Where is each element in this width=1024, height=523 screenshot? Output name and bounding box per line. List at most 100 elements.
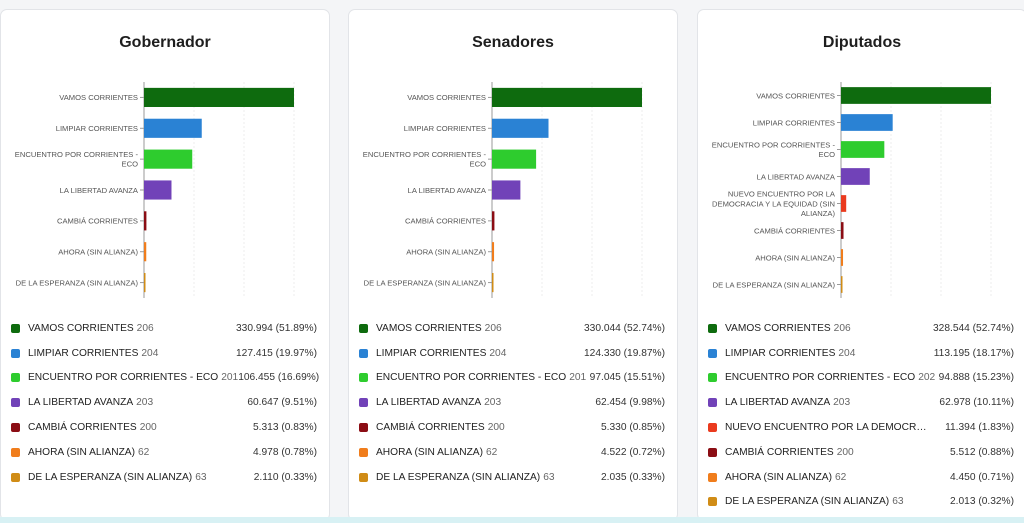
legend-item[interactable]: AHORA (SIN ALIANZA) 62 4.522 (0.72%) xyxy=(359,440,665,465)
bottom-strip xyxy=(0,517,1024,523)
legend-party-name: ENCUENTRO POR CORRIENTES - ECO xyxy=(28,372,219,384)
legend-party-name: DE LA ESPERANZA (SIN ALIANZA) xyxy=(725,496,890,508)
legend-party-name: LA LIBERTAD AVANZA xyxy=(725,397,831,409)
category-label-line: LIMPIAR CORRIENTES xyxy=(404,124,486,133)
legend-vote-value: 328.544 (52.74%) xyxy=(933,322,1014,334)
legend-item[interactable]: LA LIBERTAD AVANZA 203 62.978 (10.11%) xyxy=(708,390,1014,415)
bar xyxy=(492,180,521,200)
legend-swatch xyxy=(359,423,368,433)
category-label: AHORA (SIN ALIANZA) xyxy=(406,248,486,257)
chart-title: Diputados xyxy=(822,34,902,51)
category-label-line: LA LIBERTAD AVANZA xyxy=(60,186,139,195)
legend-swatch xyxy=(708,497,717,507)
bar xyxy=(144,87,294,107)
legend-vote-value: 2.013 (0.32%) xyxy=(950,496,1014,508)
legend-party-name: VAMOS CORRIENTES xyxy=(376,322,482,334)
bar xyxy=(492,273,494,293)
bar xyxy=(492,118,549,138)
legend-list-number: 203 xyxy=(833,397,851,409)
legend-item[interactable]: CAMBIÁ CORRIENTES 200 5.313 (0.83%) xyxy=(11,415,317,440)
legend-item[interactable]: LA LIBERTAD AVANZA 203 62.454 (9.98%) xyxy=(359,390,665,415)
legend-party-name: CAMBIÁ CORRIENTES xyxy=(28,422,137,434)
legend-vote-value: 2.110 (0.33%) xyxy=(253,471,317,483)
legend-item[interactable]: DE LA ESPERANZA (SIN ALIANZA) 63 2.110 (0.… xyxy=(11,465,317,490)
legend-item[interactable]: AHORA (SIN ALIANZA) 62 4.978 (0.78%) xyxy=(11,440,317,465)
legend-vote-value: 5.313 (0.83%) xyxy=(253,422,317,434)
category-label: AHORA (SIN ALIANZA) xyxy=(755,253,835,262)
category-label: DE LA ESPERANZA (SIN ALIANZA) xyxy=(16,278,139,287)
legend-item[interactable]: VAMOS CORRIENTES 206 330.994 (51.89%) xyxy=(11,316,317,341)
legend-swatch xyxy=(708,373,717,383)
legend-senadores: VAMOS CORRIENTES 206 330.044 (52.74%) LIMPI… xyxy=(359,316,665,490)
category-label: NUEVO ENCUENTRO POR LA DEMOCRACIA Y LA EQ… xyxy=(712,190,836,218)
legend-item[interactable]: LIMPIAR CORRIENTES 204 124.330 (19.87%) xyxy=(359,341,665,366)
legend-vote-value: 5.330 (0.85%) xyxy=(601,422,665,434)
legend-gobernador: VAMOS CORRIENTES 206 330.994 (51.89%) LIMPI… xyxy=(11,316,319,490)
legend-item[interactable]: LA LIBERTAD AVANZA 203 60.647 (9.51%) xyxy=(11,390,317,415)
legend-item[interactable]: LIMPIAR CORRIENTES 204 127.415 (19.97%) xyxy=(11,341,317,366)
category-label: VAMOS CORRIENTES xyxy=(756,91,835,100)
legend-party-name: AHORA (SIN ALIANZA) xyxy=(28,446,135,458)
legend-vote-value: 330.994 (51.89%) xyxy=(236,322,317,334)
legend-item[interactable]: AHORA (SIN ALIANZA) 62 4.450 (0.71%) xyxy=(708,465,1014,490)
legend-list-number: 204 xyxy=(141,347,159,359)
legend-item[interactable]: LIMPIAR CORRIENTES 204 113.195 (18.17%) xyxy=(708,341,1014,366)
legend-item[interactable]: DE LA ESPERANZA (SIN ALIANZA) 63 2.013 (0.… xyxy=(708,490,1014,515)
legend-swatch xyxy=(359,373,368,383)
category-label: DE LA ESPERANZA (SIN ALIANZA) xyxy=(713,280,836,289)
legend-swatch xyxy=(708,398,717,408)
legend-list-number: 206 xyxy=(833,322,851,334)
legend-party-name: DE LA ESPERANZA (SIN ALIANZA) xyxy=(376,471,541,483)
category-label: LIMPIAR CORRIENTES xyxy=(404,124,486,133)
legend-list-number: 206 xyxy=(484,322,502,334)
legend-party-name: CAMBIÁ CORRIENTES xyxy=(376,422,485,434)
category-label: LA LIBERTAD AVANZA xyxy=(408,186,487,195)
legend-list-number: 200 xyxy=(836,446,854,458)
legend-item[interactable]: ENCUENTRO POR CORRIENTES - ECO 201 106.455… xyxy=(11,366,319,391)
bar xyxy=(841,222,844,239)
legend-list-number: 202 xyxy=(918,372,936,384)
legend-item[interactable]: ENCUENTRO POR CORRIENTES - ECO 201 97.045 … xyxy=(359,366,665,391)
legend-swatch xyxy=(359,472,368,482)
legend-item[interactable]: VAMOS CORRIENTES 206 328.544 (52.74%) xyxy=(708,316,1014,341)
category-label-line: VAMOS CORRIENTES xyxy=(407,93,486,102)
legend-item[interactable]: VAMOS CORRIENTES 206 330.044 (52.74%) xyxy=(359,316,665,341)
category-label-line: DE LA ESPERANZA (SIN ALIANZA) xyxy=(16,278,139,287)
legend-swatch xyxy=(11,348,20,358)
legend-list-number: 201 xyxy=(569,372,587,384)
legend-diputados: VAMOS CORRIENTES 206 328.544 (52.74%) LIMPI… xyxy=(708,316,1014,514)
category-label-line: AHORA (SIN ALIANZA) xyxy=(406,248,486,257)
legend-swatch xyxy=(708,348,717,358)
category-label: VAMOS CORRIENTES xyxy=(59,93,138,102)
chart-card-senadores: Senadores VAMOS CORRIENTES LIMPIAR CORRIE… xyxy=(348,9,678,521)
category-label: LIMPIAR CORRIENTES xyxy=(56,124,138,133)
legend-party-name: LA LIBERTAD AVANZA xyxy=(28,397,134,409)
legend-item[interactable]: CAMBIÁ CORRIENTES 200 5.512 (0.88%) xyxy=(708,440,1014,465)
bar xyxy=(492,211,495,231)
bar xyxy=(144,118,202,138)
legend-swatch xyxy=(11,472,20,482)
legend-list-number: 62 xyxy=(835,471,847,483)
legend-item[interactable]: NUEVO ENCUENTRO POR LA DEMOCR… 11.394 (1.… xyxy=(708,415,1014,440)
legend-list-number: 206 xyxy=(136,322,154,334)
category-label: DE LA ESPERANZA (SIN ALIANZA) xyxy=(364,278,487,287)
legend-swatch xyxy=(708,323,717,333)
bar xyxy=(492,242,495,262)
category-label-line: CAMBIÁ CORRIENTES xyxy=(405,217,486,226)
category-label-line: DEMOCRACIA Y LA EQUIDAD (SIN xyxy=(712,199,835,208)
legend-list-number: 200 xyxy=(139,422,157,434)
category-label: LA LIBERTAD AVANZA xyxy=(60,186,139,195)
category-label-line: NUEVO ENCUENTRO POR LA xyxy=(728,190,836,199)
legend-item[interactable]: ENCUENTRO POR CORRIENTES - ECO 202 94.888 … xyxy=(708,366,1014,391)
legend-party-name: VAMOS CORRIENTES xyxy=(725,322,831,334)
bar xyxy=(841,87,991,104)
category-label: ENCUENTRO POR CORRIENTES -ECO xyxy=(363,150,487,169)
chart-title: Gobernador xyxy=(119,34,211,51)
legend-vote-value: 2.035 (0.33%) xyxy=(601,471,665,483)
legend-party-name: AHORA (SIN ALIANZA) xyxy=(376,446,483,458)
legend-swatch xyxy=(11,398,20,408)
legend-party-name: AHORA (SIN ALIANZA) xyxy=(725,471,832,483)
legend-list-number: 62 xyxy=(486,446,498,458)
legend-item[interactable]: CAMBIÁ CORRIENTES 200 5.330 (0.85%) xyxy=(359,415,665,440)
legend-item[interactable]: DE LA ESPERANZA (SIN ALIANZA) 63 2.035 (0.… xyxy=(359,465,665,490)
